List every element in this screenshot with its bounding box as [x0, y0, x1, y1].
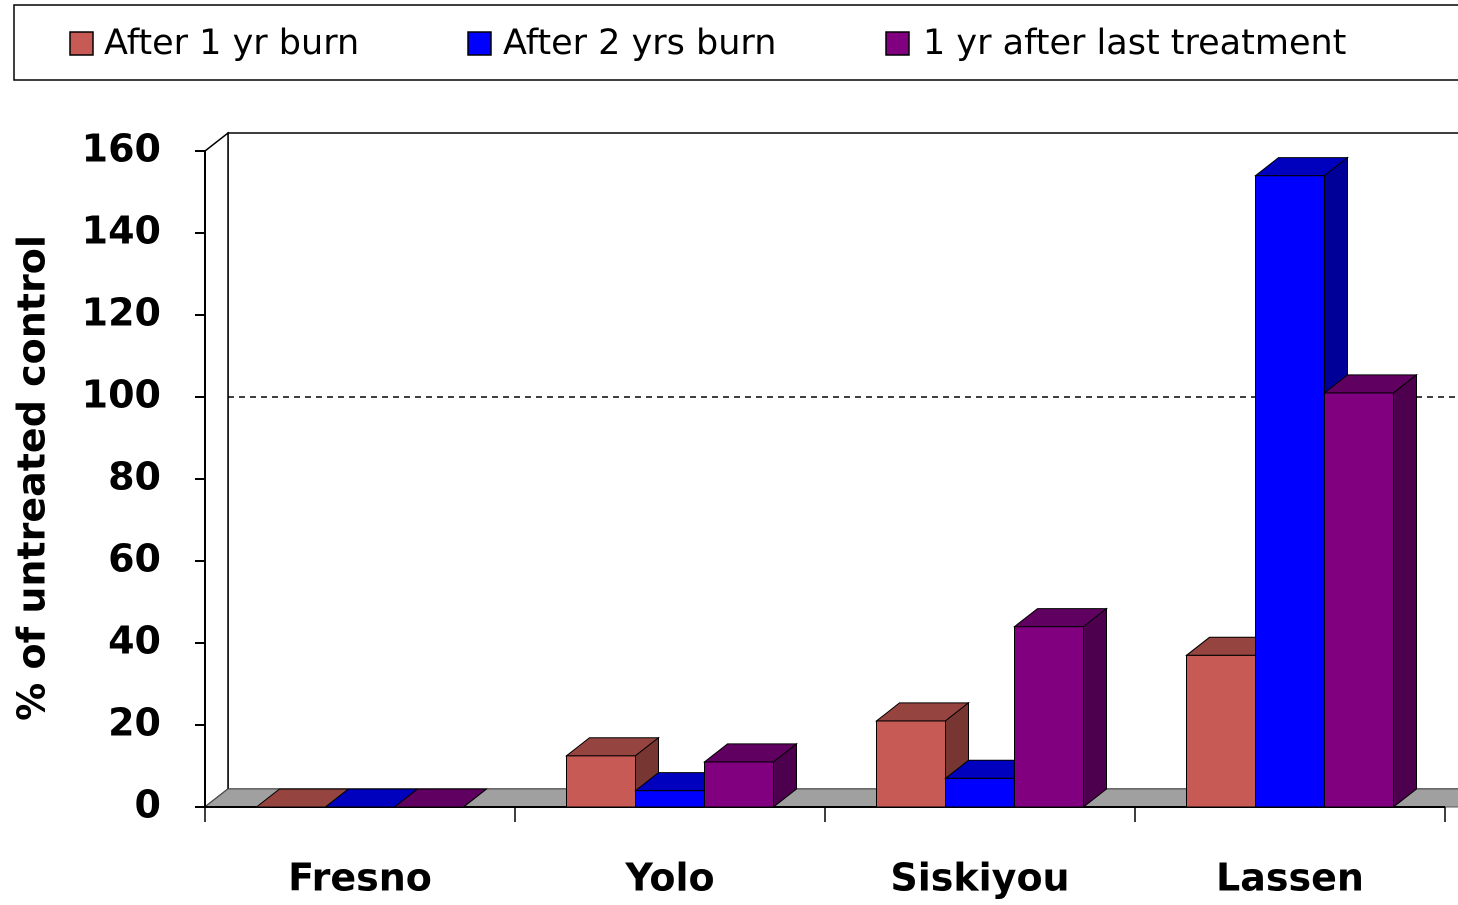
bar-side — [1393, 373, 1417, 809]
legend-label: After 1 yr burn — [104, 23, 359, 63]
legend-label: 1 yr after last treatment — [923, 23, 1346, 63]
legend-label: After 2 yrs burn — [503, 23, 776, 63]
y-tick-label: 40 — [108, 619, 161, 663]
bar-side — [773, 742, 797, 809]
y-tick-label: 100 — [82, 373, 161, 417]
bar-front — [945, 777, 1015, 808]
side-wall — [204, 131, 229, 809]
legend-swatch — [69, 31, 94, 56]
x-tick-label: Fresno — [288, 856, 432, 900]
bar-front — [704, 761, 774, 808]
bar-front — [635, 790, 705, 808]
y-tick-label: 60 — [108, 537, 161, 581]
bar-front — [1186, 654, 1256, 808]
y-axis-label: % of untreated control — [10, 235, 54, 721]
y-tick-label: 140 — [82, 209, 161, 253]
bar-side — [1083, 607, 1107, 809]
legend-box — [13, 4, 1458, 81]
bar-front — [566, 755, 636, 808]
y-tick-label: 160 — [82, 127, 161, 171]
legend-swatch — [467, 31, 492, 56]
bar-side — [463, 788, 487, 808]
x-tick-label: Yolo — [624, 856, 714, 900]
y-tick-label: 20 — [108, 701, 161, 745]
bar-front — [1324, 392, 1394, 808]
bar-front — [1255, 175, 1325, 808]
y-tick-label: 0 — [135, 783, 161, 827]
bar-front — [1014, 626, 1084, 808]
legend-swatch — [885, 31, 910, 56]
x-tick-label: Lassen — [1216, 856, 1364, 900]
y-tick-label: 120 — [82, 291, 161, 335]
bar-front — [876, 720, 946, 808]
x-tick-label: Siskiyou — [890, 856, 1069, 900]
y-tick-label: 80 — [108, 455, 161, 499]
